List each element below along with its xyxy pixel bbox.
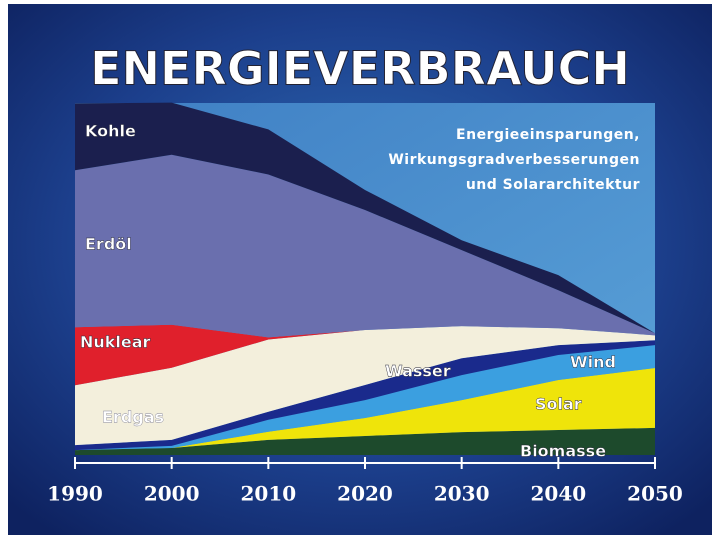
x-tick-label: 2040 xyxy=(530,482,586,506)
x-tick-label: 2030 xyxy=(434,482,490,506)
series-label: Wasser xyxy=(385,362,451,381)
area xyxy=(75,345,655,451)
area xyxy=(75,154,655,338)
area xyxy=(75,340,655,451)
annotation: Energieeinsparungen, xyxy=(456,127,640,143)
annotation: Wirkungsgradverbesserungen xyxy=(388,152,640,168)
area xyxy=(75,368,655,451)
series-label: Erdöl xyxy=(85,235,132,254)
x-tick-label: 2000 xyxy=(144,482,200,506)
x-tick-label: 2050 xyxy=(627,482,683,506)
annotation: und Solararchitektur xyxy=(466,177,640,193)
x-tick-label: 2020 xyxy=(337,482,393,506)
x-tick-label: 2010 xyxy=(240,482,296,506)
area xyxy=(75,326,655,446)
series-label: Solar xyxy=(535,395,582,414)
series-label: Wind xyxy=(570,353,616,372)
area xyxy=(75,427,655,455)
series-label: Kohle xyxy=(85,122,136,141)
series-label: Biomasse xyxy=(520,442,606,461)
chart-title: ENERGIEVERBRAUCH xyxy=(90,42,630,96)
area xyxy=(75,324,655,386)
x-tick-label: 1990 xyxy=(47,482,103,506)
series-label: Erdgas xyxy=(102,408,164,427)
series-label: Nuklear xyxy=(80,333,151,352)
area xyxy=(75,102,655,334)
